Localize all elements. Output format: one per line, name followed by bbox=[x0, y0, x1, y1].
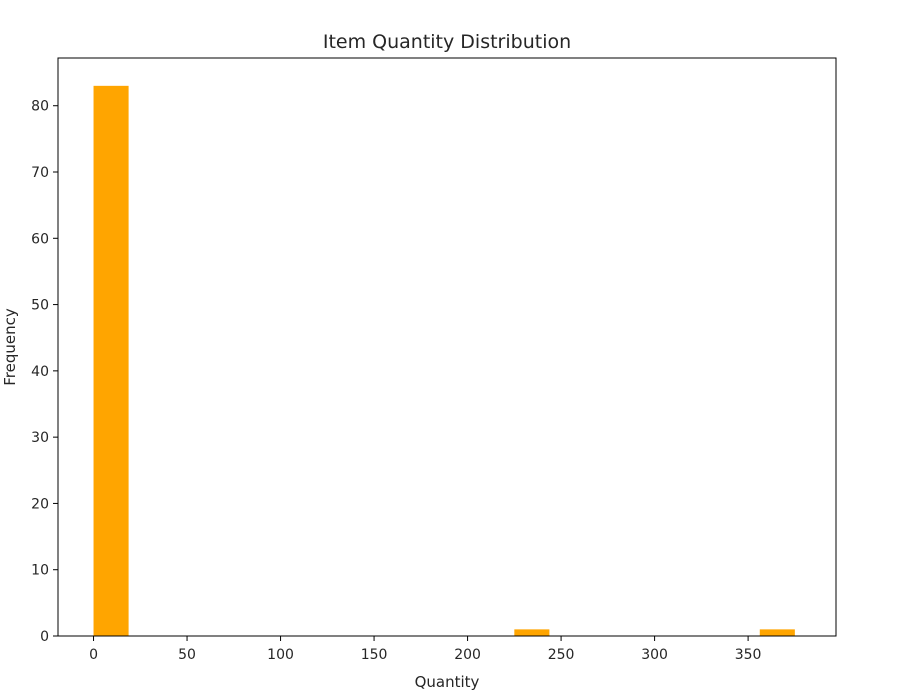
y-tick-label: 20 bbox=[31, 496, 49, 512]
y-tick-label: 70 bbox=[31, 165, 49, 181]
histogram-bar bbox=[514, 629, 550, 636]
x-tick-label: 200 bbox=[454, 647, 481, 663]
x-axis: 0 50 100 150 200 250 300 350 bbox=[89, 636, 761, 663]
x-tick-label: 0 bbox=[89, 647, 98, 663]
x-tick-label: 350 bbox=[735, 647, 762, 663]
y-tick-label: 30 bbox=[31, 430, 49, 446]
y-axis-label: Frequency bbox=[1, 308, 19, 386]
y-axis: 0 10 20 30 40 50 60 70 80 bbox=[31, 99, 58, 645]
y-tick-label: 40 bbox=[31, 364, 49, 380]
x-tick-label: 50 bbox=[178, 647, 196, 663]
y-tick-label: 10 bbox=[31, 563, 49, 579]
histogram-bar bbox=[759, 629, 795, 636]
x-tick-label: 150 bbox=[361, 647, 388, 663]
y-tick-label: 80 bbox=[31, 99, 49, 115]
x-tick-label: 100 bbox=[267, 647, 294, 663]
chart-title: Item Quantity Distribution bbox=[323, 31, 571, 53]
x-tick-label: 300 bbox=[641, 647, 668, 663]
histogram-bar bbox=[93, 85, 129, 636]
y-tick-label: 60 bbox=[31, 231, 49, 247]
bars bbox=[93, 85, 795, 636]
plot-frame bbox=[57, 57, 837, 637]
x-axis-label: Quantity bbox=[415, 673, 480, 691]
y-tick-label: 50 bbox=[31, 298, 49, 314]
x-tick-label: 250 bbox=[548, 647, 575, 663]
y-tick-label: 0 bbox=[40, 629, 49, 645]
